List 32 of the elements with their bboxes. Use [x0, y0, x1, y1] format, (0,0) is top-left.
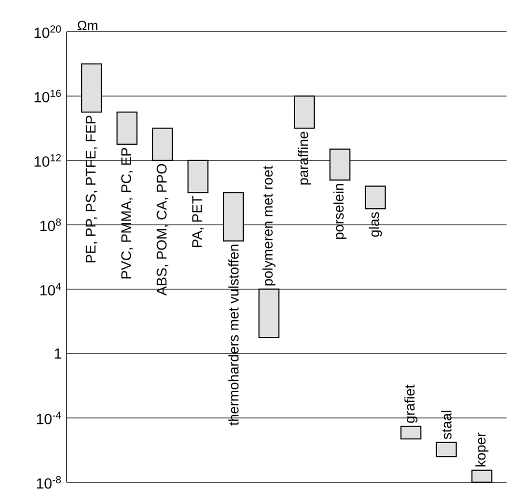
bar: [258, 288, 280, 338]
bar: [294, 96, 315, 129]
bar: [222, 192, 244, 242]
y-tick-label: 10$^{4}$: [40, 282, 61, 296]
x-tick-label: paraffine: [298, 132, 311, 184]
bar: [436, 442, 457, 458]
x-tick-label: koper: [475, 432, 488, 466]
x-tick-label: ABS, POM, CA, PPO: [156, 164, 168, 296]
y-axis-title: Ωm: [78, 20, 98, 30]
x-tick-label: glas: [368, 212, 382, 237]
bar: [81, 63, 102, 113]
x-tick-label: porselein: [333, 184, 346, 239]
x-tick-label: staal: [441, 410, 452, 440]
bar: [152, 128, 173, 161]
bar: [329, 148, 350, 181]
x-tick-label: grafiet: [404, 384, 418, 423]
y-tick-label: 10$^{20}$: [34, 25, 61, 38]
bar: [400, 426, 422, 440]
y-tick-label: 10$^{16}$: [34, 90, 61, 102]
x-tick-label: PA, PET: [192, 196, 204, 248]
y-tick-label: 10$^{-8}$: [36, 476, 61, 489]
bar: [187, 160, 208, 194]
x-tick-label: PVC, PMMA, PC, EP: [121, 148, 133, 278]
y-tick-label: 1: [54, 348, 62, 359]
x-tick-label: PE, PP, PS, PTFE, FEP: [86, 116, 98, 262]
y-tick-label: 10$^{12}$: [34, 154, 61, 167]
bar: [364, 186, 386, 210]
bar: [116, 112, 138, 145]
y-tick-label: 10$^{8}$: [40, 218, 61, 232]
x-tick-label: polymeren met roet: [262, 166, 276, 286]
y-tick-label: 10$^{-4}$: [36, 412, 61, 424]
x-tick-label: thermoharders met vulstoffen: [228, 244, 239, 426]
